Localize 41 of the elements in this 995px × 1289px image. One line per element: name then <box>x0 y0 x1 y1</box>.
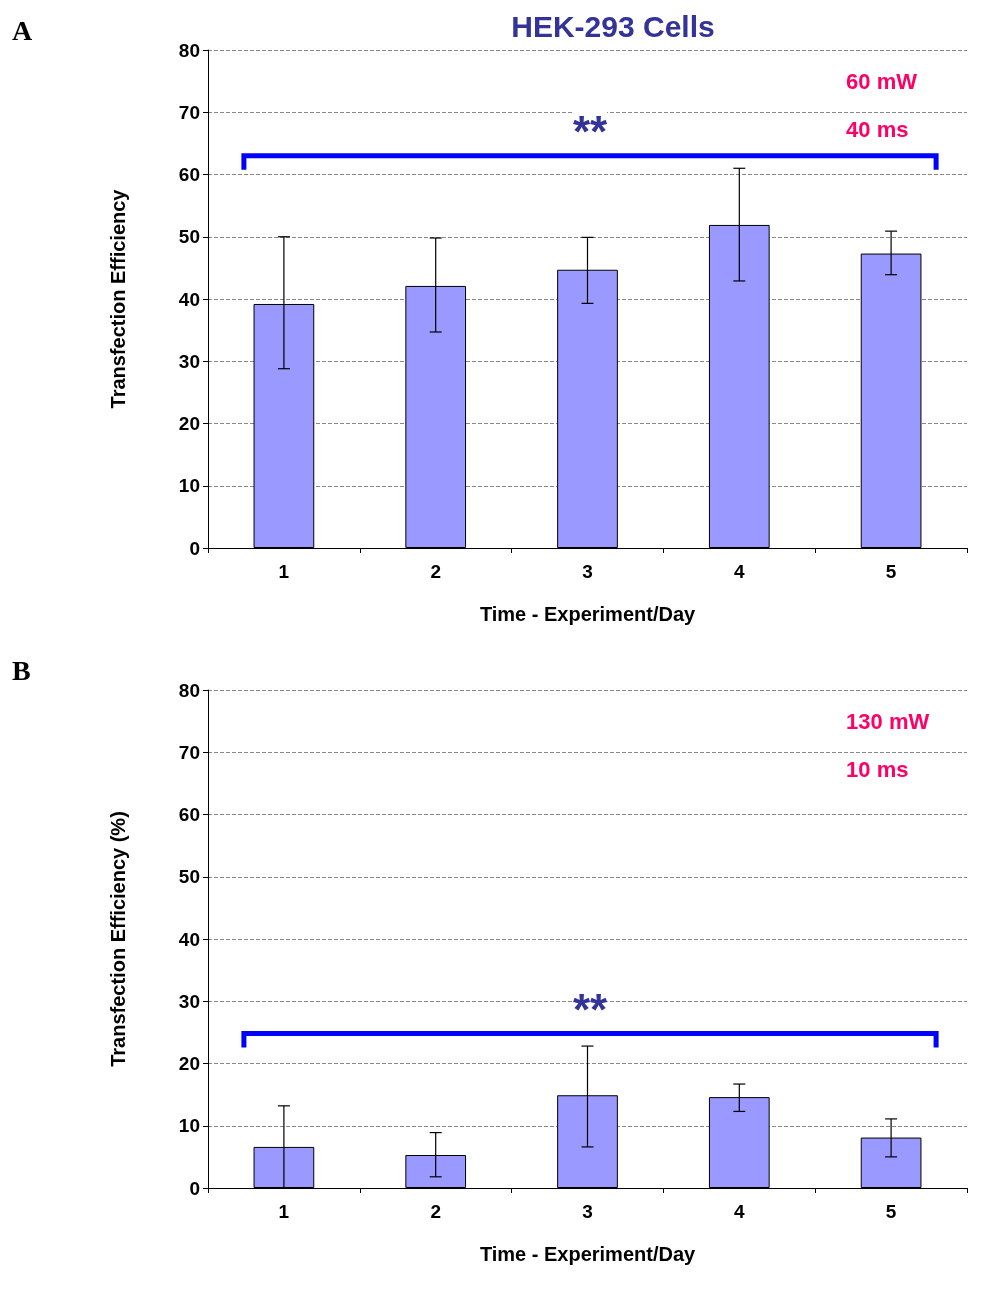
y-tick-label: 60 <box>178 164 200 185</box>
x-tick-label: 2 <box>430 561 441 582</box>
text: A <box>12 14 33 46</box>
x-tick-label: 4 <box>734 1201 746 1222</box>
y-tick-label: 10 <box>178 475 200 497</box>
annotation: 130 mW <box>846 708 930 734</box>
x-tick-label: 2 <box>430 1201 441 1222</box>
y-axis-title: Transfection Efficiency (%) <box>107 811 129 1067</box>
x-tick-label: 5 <box>885 1201 897 1222</box>
annotation: ** <box>572 985 608 1035</box>
y-axis-title: Transfection Efficiency <box>107 188 129 409</box>
annotation: 60 mW <box>846 68 918 94</box>
annotation: 40 ms <box>846 116 909 142</box>
chart-title: HEK-293 Cells <box>511 9 715 43</box>
y-tick-label: 10 <box>178 1115 200 1137</box>
x-tick-label: 1 <box>278 561 290 582</box>
x-axis-title: Time - Experiment/Day <box>479 603 697 625</box>
y-tick-label: 80 <box>178 39 200 61</box>
y-tick-label: 80 <box>178 679 200 701</box>
y-tick-label: 60 <box>178 804 200 825</box>
x-tick-label: 3 <box>582 1201 593 1222</box>
x-tick-label: 3 <box>582 561 593 582</box>
y-tick-label: 0 <box>189 537 200 559</box>
x-axis-title: Time - Experiment/Day <box>479 1243 697 1265</box>
y-tick-label: 40 <box>178 288 200 310</box>
annotation: 10 ms <box>846 756 909 782</box>
y-tick-label: 30 <box>178 990 200 1012</box>
x-tick-label: 1 <box>278 1201 290 1222</box>
x-tick-label: 4 <box>734 561 746 582</box>
y-tick-label: 50 <box>178 226 200 248</box>
annotation: ** <box>572 107 608 157</box>
text: B <box>12 654 31 686</box>
y-tick-label: 70 <box>178 741 200 763</box>
y-tick-label: 20 <box>178 413 200 434</box>
y-tick-label: 30 <box>178 350 200 372</box>
y-tick-label: 70 <box>178 101 200 123</box>
y-tick-label: 20 <box>178 1053 200 1074</box>
y-tick-label: 50 <box>178 866 200 888</box>
y-tick-label: 0 <box>189 1177 200 1199</box>
x-tick-label: 5 <box>885 561 897 582</box>
y-tick-label: 40 <box>178 928 200 950</box>
